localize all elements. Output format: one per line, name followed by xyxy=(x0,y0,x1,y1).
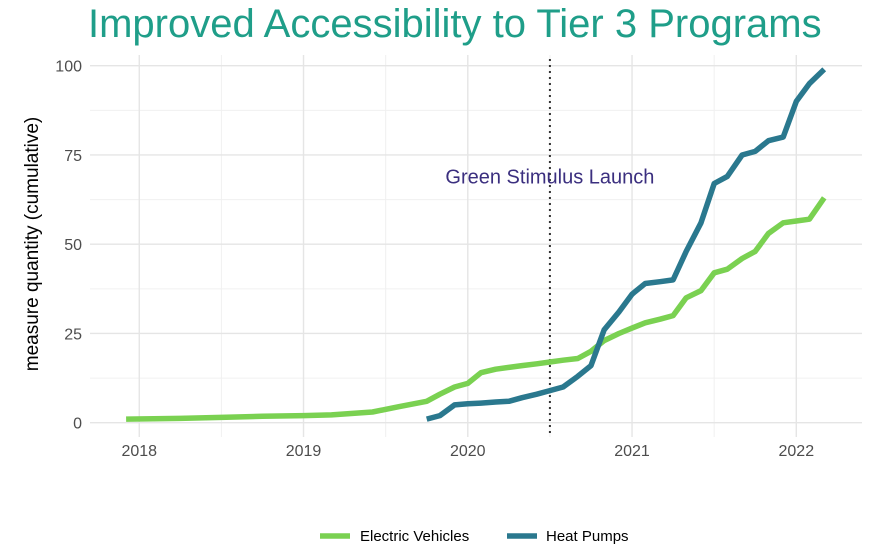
legend: Electric Vehicles Heat Pumps xyxy=(320,528,629,545)
y-tick-label: 50 xyxy=(64,237,82,254)
legend-label-heat-pumps: Heat Pumps xyxy=(546,528,629,545)
x-tick-label: 2022 xyxy=(779,443,815,460)
annotation-layer: Green Stimulus Launch xyxy=(445,59,654,433)
x-tick-label: 2020 xyxy=(450,443,486,460)
y-tick-label: 75 xyxy=(64,148,82,165)
chart-title: Improved Accessibility to Tier 3 Program… xyxy=(88,2,822,46)
x-tick-label: 2019 xyxy=(286,443,322,460)
grid xyxy=(90,55,862,437)
y-axis-title: measure quantity (cumulative) xyxy=(22,117,43,372)
x-tick-label: 2021 xyxy=(614,443,650,460)
y-tick-label: 100 xyxy=(55,59,82,76)
y-tick-label: 25 xyxy=(64,326,82,343)
stimulus-launch-label: Green Stimulus Launch xyxy=(445,166,654,188)
legend-label-electric-vehicles: Electric Vehicles xyxy=(360,528,469,545)
axis-ticks: 0 25 50 75 100 2018 2019 2020 2021 2022 xyxy=(55,59,814,460)
series-layer xyxy=(126,67,827,422)
y-tick-label: 0 xyxy=(73,416,82,433)
x-tick-label: 2018 xyxy=(121,443,157,460)
series-line-electric-vehicles xyxy=(126,196,827,422)
series-line-heat-pumps xyxy=(425,67,827,422)
